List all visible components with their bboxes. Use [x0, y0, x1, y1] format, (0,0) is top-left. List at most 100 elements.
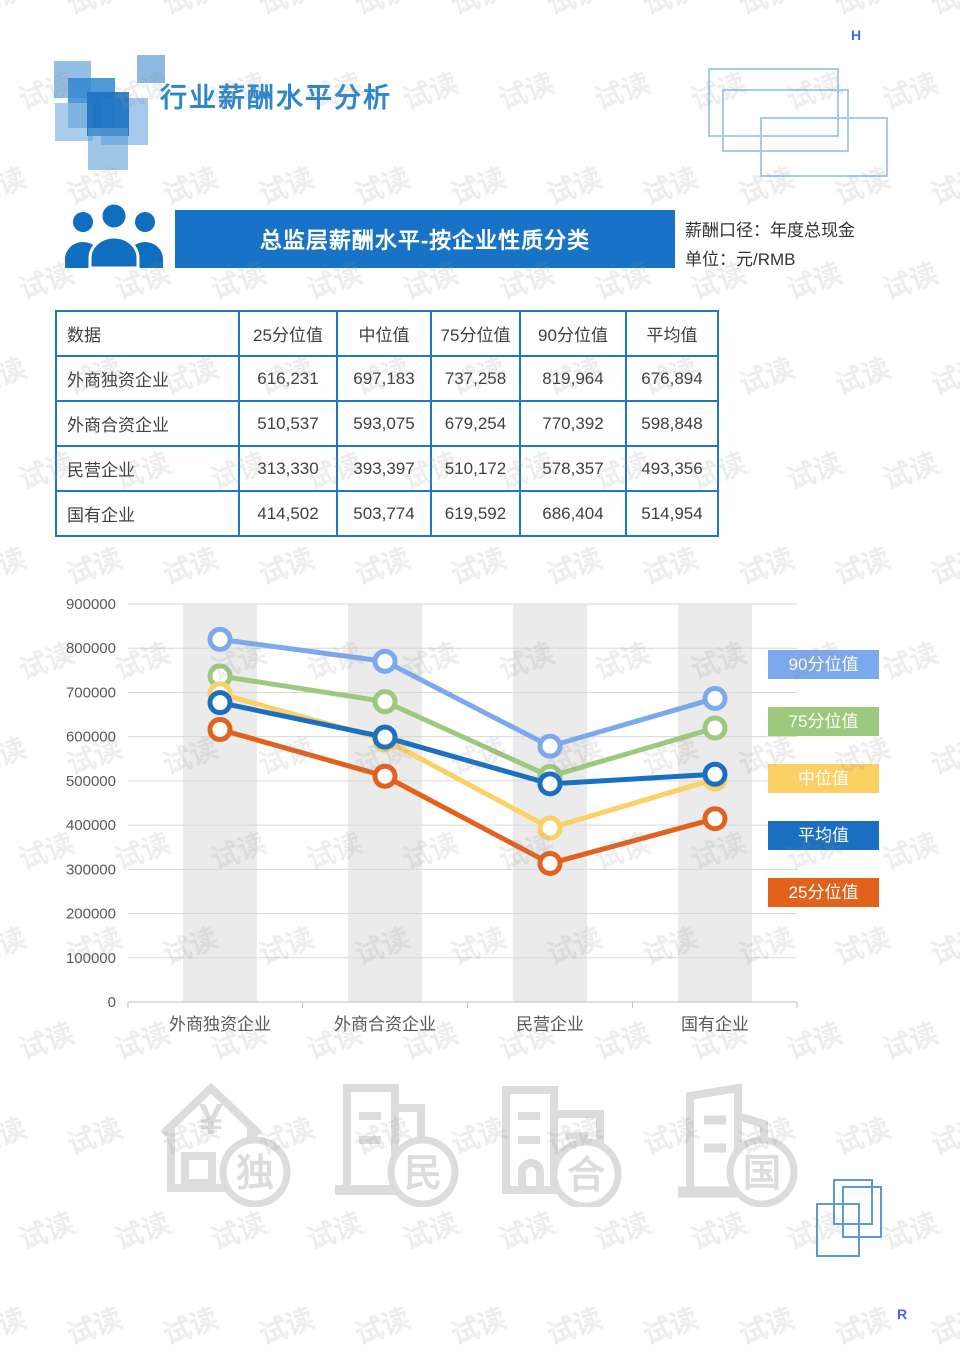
y-tick-label: 500000	[66, 773, 116, 790]
series-4	[207, 716, 728, 876]
watermark-text: 试读	[542, 162, 607, 211]
x-category-label: 外商合资企业	[334, 1015, 436, 1034]
data-point-marker	[537, 733, 563, 759]
table-cell: 510,172	[430, 445, 521, 492]
watermark-text: 试读	[925, 0, 960, 23]
logo-squares-decoration	[50, 45, 180, 175]
salary-table: 数据 25分位值 中位值 75分位值 90分位值 平均值 外商独资企业 616,231 697,…	[55, 310, 719, 537]
y-tick-label: 0	[108, 994, 116, 1011]
series-line	[219, 691, 716, 831]
legend-item: 90分位值	[768, 650, 879, 679]
watermark-text: 试读	[445, 0, 511, 23]
x-category-label: 外商独资企业	[169, 1015, 271, 1034]
watermark-text: 试读	[829, 0, 895, 23]
row-label: 外商合资企业	[55, 400, 240, 447]
badge-char: 独	[236, 1153, 274, 1195]
table-cell: 770,392	[519, 400, 627, 447]
salary-line-chart: 0 100000 200000 300000 400000 500000 600000 700…	[66, 596, 798, 1034]
watermark-text: 试读	[830, 1302, 895, 1351]
watermark-text: 试读	[62, 1302, 127, 1351]
data-point-marker	[372, 724, 398, 750]
watermark-text: 试读	[158, 1302, 223, 1351]
x-category-label: 民营企业	[516, 1015, 584, 1034]
y-tick-label: 400000	[66, 817, 116, 834]
series-line	[219, 700, 716, 787]
y-tick-label: 600000	[66, 729, 116, 746]
deco-rectangle	[722, 89, 849, 152]
deco-rectangle	[708, 68, 839, 137]
x-category-label: 国有企业	[681, 1015, 749, 1034]
series-3	[207, 690, 728, 797]
page-title: 行业薪酬水平分析	[160, 83, 392, 113]
badge-char: 合	[567, 1155, 605, 1197]
watermark-text: 试读	[0, 1302, 31, 1351]
table-cell: 414,502	[238, 490, 338, 537]
data-point-marker	[702, 761, 728, 787]
column-header: 平均值	[625, 310, 719, 357]
table-cell: 686,404	[519, 490, 627, 537]
row-label: 外商独资企业	[55, 355, 240, 402]
watermark-text: 试读	[350, 1302, 415, 1351]
column-header: 90分位值	[519, 310, 627, 357]
deco-square	[833, 1179, 873, 1225]
watermark-text: 试读	[157, 0, 223, 23]
data-point-marker	[537, 815, 563, 841]
table-cell: 393,397	[336, 445, 432, 492]
column-header: 中位值	[336, 310, 432, 357]
badge-char: 国	[743, 1153, 781, 1195]
corner-marker-bottom: R	[897, 1306, 908, 1322]
people-group-icon	[58, 201, 170, 273]
table-cell: 503,774	[336, 490, 432, 537]
watermark-text: 试读	[446, 1302, 511, 1351]
watermark-text: 试读	[830, 352, 895, 401]
caption-scope: 薪酬口径：年度总现金	[685, 221, 855, 240]
watermark-text: 试读	[878, 257, 943, 306]
watermark-text: 试读	[254, 1302, 319, 1351]
watermark-text: 试读	[206, 1207, 271, 1256]
watermark-text: 试读	[926, 1112, 960, 1161]
watermark-text: 试读	[830, 1112, 895, 1161]
plot-band	[678, 604, 752, 1002]
badge-char: 民	[404, 1153, 442, 1195]
watermark-text: 试读	[398, 1207, 463, 1256]
yuan-symbol: ¥	[199, 1095, 224, 1144]
watermark-text: 试读	[926, 352, 960, 401]
data-point-marker	[207, 690, 233, 716]
series-line	[219, 636, 716, 749]
table-cell: 578,357	[519, 445, 627, 492]
watermark-text: 试读	[590, 67, 655, 116]
data-point-marker	[207, 716, 233, 742]
legend-item: 中位值	[768, 764, 879, 793]
data-point-marker	[702, 806, 728, 832]
series-0	[207, 626, 728, 759]
watermark-text: 试读	[782, 447, 847, 496]
watermark-text: 试读	[733, 0, 799, 23]
watermark-text: 试读	[686, 1207, 751, 1256]
table-cell: 819,964	[519, 355, 627, 402]
watermark-text: 试读	[542, 1302, 607, 1351]
watermark-text: 试读	[926, 162, 960, 211]
watermark-text: 试读	[350, 162, 415, 211]
table-cell: 676,894	[625, 355, 719, 402]
table-cell: 493,356	[625, 445, 719, 492]
legend-item: 25分位值	[768, 878, 879, 907]
watermark-text: 试读	[637, 0, 703, 23]
column-header: 数据	[55, 310, 240, 357]
table-cell: 313,330	[238, 445, 338, 492]
watermark-text: 试读	[302, 1207, 367, 1256]
watermark-text: 试读	[61, 0, 127, 23]
row-label: 国有企业	[55, 490, 240, 537]
data-point-marker	[372, 763, 398, 789]
y-tick-label: 300000	[66, 861, 116, 878]
wholly-foreign-owned-icon: ¥ 独	[145, 1072, 295, 1207]
row-label: 民营企业	[55, 445, 240, 492]
corner-marker-top: H	[851, 27, 862, 43]
private-enterprise-icon: 民	[315, 1072, 465, 1207]
watermark-text: 试读	[638, 1302, 703, 1351]
y-tick-label: 100000	[66, 950, 116, 967]
table-cell: 737,258	[430, 355, 521, 402]
data-point-marker	[702, 715, 728, 741]
state-owned-icon: 国	[652, 1072, 802, 1207]
table-header-row: 数据 25分位值 中位值 75分位值 90分位值 平均值	[55, 310, 719, 357]
watermark-text: 试读	[878, 1207, 943, 1256]
